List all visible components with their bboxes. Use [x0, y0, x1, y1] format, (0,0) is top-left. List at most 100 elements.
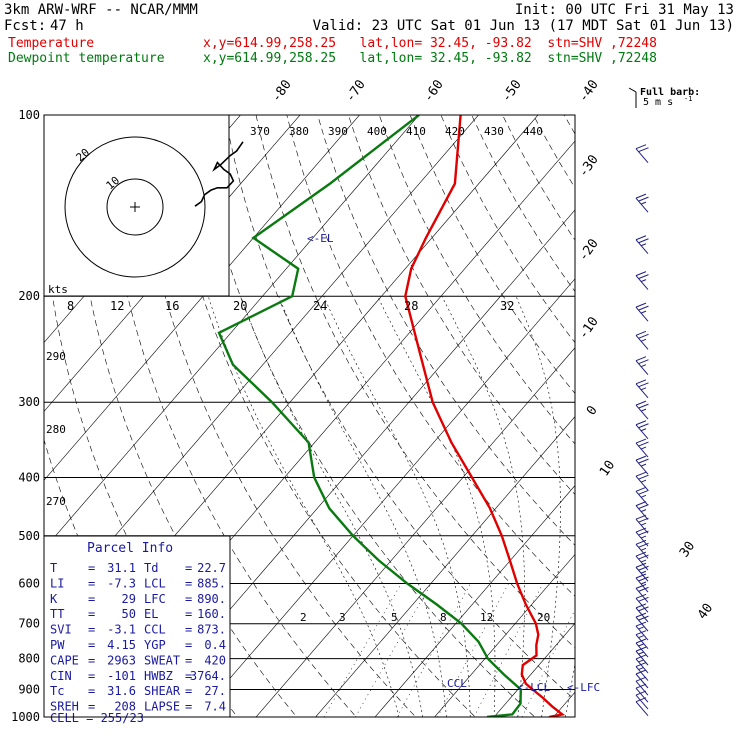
temperature-tick-label: 0	[584, 403, 601, 418]
wind-barb-half-feather	[638, 635, 644, 639]
parcel-eq: =	[185, 576, 192, 590]
wind-barb-feather	[638, 576, 649, 582]
parcel-eq: =	[185, 638, 192, 652]
wind-barb-staff	[635, 490, 649, 506]
dry-adiabat-line	[657, 115, 740, 730]
forecast-hour: 47 h	[50, 18, 84, 34]
wind-barb-feather	[638, 554, 649, 560]
parcel-value: 208	[114, 700, 136, 714]
parcel-eq: =	[185, 561, 192, 575]
wind-barb	[635, 379, 649, 399]
wind-barb-staff	[635, 673, 649, 689]
wind-barb-feather	[638, 504, 649, 510]
wind-barb-half-feather	[640, 364, 647, 368]
wind-barbs	[635, 144, 649, 717]
parcel-value: 50	[122, 607, 136, 621]
wind-barb	[635, 583, 649, 603]
wind-barb-feather	[638, 542, 649, 548]
wind-barb-staff	[635, 275, 649, 290]
mixing-ratio-label: 16	[165, 299, 179, 313]
wind-barb-feather	[638, 423, 649, 429]
parcel-eq: =	[185, 607, 192, 621]
wind-barb	[635, 438, 649, 458]
parcel-eq: =	[88, 576, 95, 590]
theta-label: 440	[523, 125, 543, 138]
pressure-label: 700	[18, 617, 40, 631]
parcel-value: 27.	[204, 684, 226, 698]
hodograph-ring-inner	[106, 178, 164, 236]
parcel-eq: =	[185, 592, 192, 606]
parcel-key: CAPE	[50, 653, 79, 667]
wind-barb	[635, 356, 649, 376]
wind-barb-feather	[638, 333, 649, 339]
wind-barb-feather	[635, 690, 647, 696]
parcel-eq: =	[88, 684, 95, 698]
wind-barb-staff	[635, 306, 649, 322]
wind-barb-feather	[635, 379, 647, 385]
parcel-eq: =	[88, 700, 95, 714]
wind-barb-feather	[635, 662, 647, 668]
wind-barb-feather	[635, 271, 647, 277]
wind-barb-feather	[638, 196, 649, 202]
top-temperature-label: -50	[499, 77, 525, 105]
wind-barb-half-feather	[640, 547, 647, 551]
wind-barb-staff	[635, 148, 649, 163]
moist-adiabat-line	[323, 296, 471, 717]
theta-label: 410	[406, 125, 426, 138]
wind-barb	[635, 471, 649, 491]
pressure-label: 100	[18, 108, 40, 122]
parcel-value: 420	[204, 653, 226, 667]
parcel-key: SREH	[50, 700, 79, 714]
parcel-value: 873.	[197, 623, 226, 637]
wind-barb-staff	[635, 566, 649, 582]
wind-barb-feather	[638, 274, 649, 280]
wind-barb-half-feather	[640, 338, 647, 342]
parcel-key: YGP	[144, 638, 166, 652]
plot-frame	[43, 114, 576, 718]
dry-adiabat-line	[378, 115, 575, 445]
dry-adiabat-line	[286, 115, 575, 597]
wind-barb-feather	[635, 573, 647, 579]
wind-barb-half-feather	[638, 626, 644, 630]
mixing-ratio-label: 8	[67, 299, 74, 313]
wind-barb	[635, 271, 649, 290]
forecast-label: Fcst:	[4, 18, 47, 34]
parcel-eq: =	[88, 607, 95, 621]
parcel-key: LI	[50, 576, 64, 590]
wind-barb	[635, 638, 649, 658]
wind-barb-feather	[635, 455, 647, 461]
ccl-marker: CCL	[447, 677, 467, 690]
mixing-ratio-label-lower: 12	[480, 611, 493, 624]
wind-barb-staff	[635, 334, 649, 350]
theta-e-label: 280	[46, 423, 66, 436]
moist-adiabat-line	[515, 296, 561, 717]
wind-barb-half-feather	[640, 463, 647, 467]
moist-adiabat-line	[565, 662, 575, 717]
wind-barb-feather	[635, 330, 647, 336]
isotherm-line	[315, 416, 575, 717]
isotherm-line	[434, 553, 575, 717]
mixing-ratio-label: 20	[233, 299, 247, 313]
theta-label: 420	[445, 125, 465, 138]
wind-barb-half-feather	[640, 535, 647, 539]
isotherm-line	[493, 622, 575, 717]
wind-barb-feather	[635, 669, 647, 675]
parcel-key: K	[50, 592, 58, 606]
wind-barb-half-feather	[640, 428, 647, 432]
parcel-value: 22.7	[197, 561, 226, 575]
wind-barb	[635, 573, 649, 593]
parcel-value: 7.4	[204, 700, 226, 714]
wind-barb-half-feather	[640, 581, 647, 585]
pressure-label: 800	[18, 652, 40, 666]
parcel-value: 29	[122, 592, 136, 606]
valid-time: Valid: 23 UTC Sat 01 Jun 13 (17 MDT Sat …	[312, 18, 734, 34]
wind-barb	[635, 562, 649, 582]
wind-barb-staff	[635, 694, 649, 710]
wind-barb-half-feather	[640, 310, 647, 314]
wind-barb-feather	[638, 474, 649, 480]
top-temperature-label: -70	[343, 77, 369, 105]
parcel-value: 31.6	[107, 684, 136, 698]
parcel-eq: =	[88, 623, 95, 637]
